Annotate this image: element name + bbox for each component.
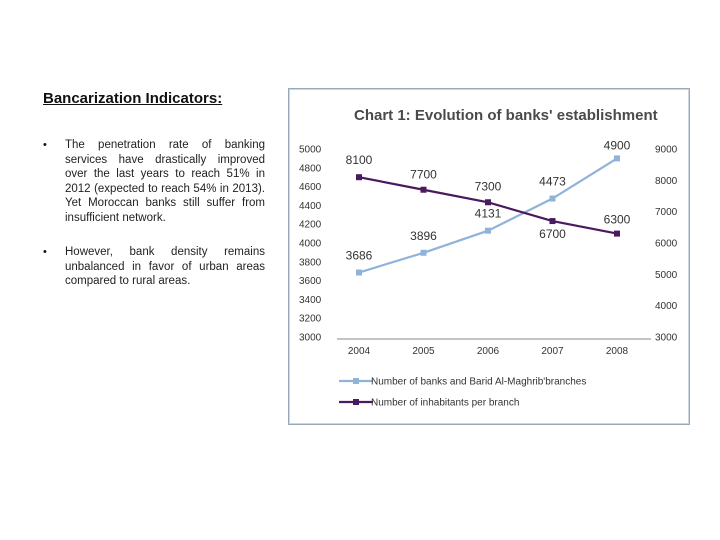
data-point-1 xyxy=(614,230,620,237)
left-axis-tick-label: 4000 xyxy=(299,239,322,250)
data-point-1 xyxy=(549,218,556,225)
right-axis-tick-label: 6000 xyxy=(655,239,678,250)
legend-label-1: Number of inhabitants per branch xyxy=(371,398,519,409)
bullet-marker: • xyxy=(43,139,47,151)
bullet-list: • The penetration rate of banking servic… xyxy=(43,138,265,309)
data-label-1: 6300 xyxy=(604,213,631,227)
data-label-0: 4900 xyxy=(604,138,631,152)
section-heading: Bancarization Indicators: xyxy=(43,90,223,107)
bullet-text-penetration: The penetration rate of banking services… xyxy=(65,139,265,224)
left-axis-tick-label: 4800 xyxy=(299,163,322,174)
left-axis-tick-label: 3600 xyxy=(299,276,322,287)
data-label-0: 3896 xyxy=(410,229,437,243)
x-axis-tick-label: 2007 xyxy=(541,346,564,357)
data-point-0 xyxy=(356,269,362,276)
data-label-1: 8100 xyxy=(346,153,373,167)
left-axis-tick-label: 3000 xyxy=(299,333,322,344)
right-axis-tick-label: 9000 xyxy=(655,145,678,156)
chart-frame: Chart 1: Evolution of banks' establishme… xyxy=(288,88,690,425)
left-axis-tick-label: 3800 xyxy=(299,257,322,268)
data-label-1: 7300 xyxy=(475,179,502,193)
left-axis-tick-label: 4400 xyxy=(299,201,322,212)
legend-swatch-marker-0 xyxy=(353,378,359,384)
x-axis-tick-label: 2005 xyxy=(412,346,435,357)
data-point-1 xyxy=(420,186,427,193)
data-label-1: 7700 xyxy=(410,168,437,182)
bullet-item: • The penetration rate of banking servic… xyxy=(43,138,265,225)
data-point-1 xyxy=(485,199,491,206)
data-point-1 xyxy=(356,174,362,181)
data-label-0: 4131 xyxy=(475,207,502,221)
bullet-marker: • xyxy=(43,246,47,258)
left-axis-tick-label: 4200 xyxy=(299,220,322,231)
data-point-0 xyxy=(549,195,556,202)
chart-title: Chart 1: Evolution of banks' establishme… xyxy=(354,107,658,124)
legend-label-0: Number of banks and Barid Al-Maghrib'bra… xyxy=(371,377,586,388)
right-axis-tick-label: 4000 xyxy=(655,301,678,312)
left-axis-tick-label: 5000 xyxy=(299,145,322,156)
legend-swatch-marker-1 xyxy=(353,399,359,405)
left-axis-tick-label: 3200 xyxy=(299,314,322,325)
data-point-0 xyxy=(614,155,620,162)
bullet-text-density: However, bank density remains unbalanced… xyxy=(65,246,265,287)
bullet-item: • However, bank density remains unbalanc… xyxy=(43,245,265,289)
line-chart: Chart 1: Evolution of banks' establishme… xyxy=(299,107,678,409)
right-axis-tick-label: 3000 xyxy=(655,333,678,344)
data-label-0: 3686 xyxy=(346,249,373,263)
x-axis-tick-label: 2004 xyxy=(348,346,371,357)
right-axis-tick-label: 5000 xyxy=(655,270,678,281)
right-axis-tick-label: 7000 xyxy=(655,207,678,218)
data-point-0 xyxy=(485,227,491,234)
x-axis-tick-label: 2006 xyxy=(477,346,500,357)
x-axis-tick-label: 2008 xyxy=(606,346,629,357)
left-axis-tick-label: 4600 xyxy=(299,182,322,193)
right-axis-tick-label: 8000 xyxy=(655,176,678,187)
left-axis-tick-label: 3400 xyxy=(299,295,322,306)
data-label-0: 4473 xyxy=(539,175,566,189)
data-label-1: 6700 xyxy=(539,227,566,241)
data-point-0 xyxy=(420,249,427,256)
